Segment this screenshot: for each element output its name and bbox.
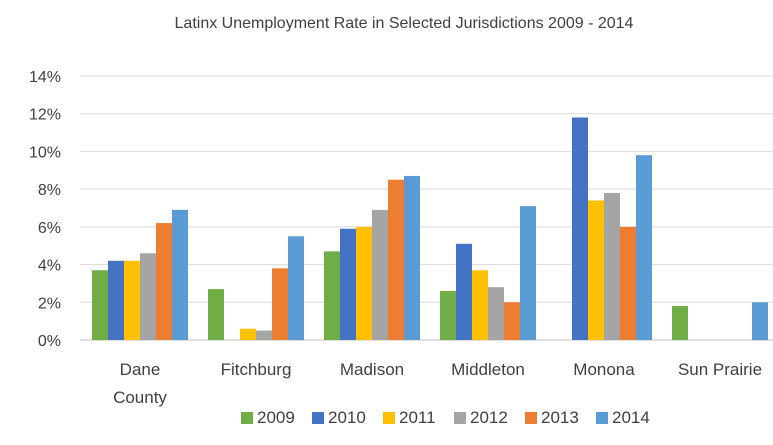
legend: 2009 2010 2011 2012 2013 2014 <box>241 408 650 427</box>
x-tick-label: County <box>113 388 167 407</box>
bar-2011-1 <box>240 328 256 340</box>
y-tick-label: 6% <box>38 220 61 237</box>
bar-2014-5 <box>752 302 768 340</box>
legend-label-2011: 2011 <box>399 408 436 427</box>
bars <box>92 117 768 340</box>
legend-label-2009: 2009 <box>257 408 295 427</box>
x-tick-label: Sun Prairie <box>678 360 762 379</box>
bar-2012-2 <box>372 209 388 340</box>
legend-label-2012: 2012 <box>470 408 508 427</box>
y-tick-label: 4% <box>38 258 61 275</box>
y-tick-label: 0% <box>38 333 61 350</box>
bar-2014-1 <box>288 236 304 340</box>
bar-2011-4 <box>588 200 604 340</box>
legend-label-2010: 2010 <box>328 408 366 427</box>
y-tick-label: 2% <box>38 295 61 312</box>
bar-2010-3 <box>456 243 472 340</box>
x-tick-label: Fitchburg <box>221 360 292 379</box>
x-tick-label: Monona <box>573 360 635 379</box>
legend-swatch-2010 <box>312 412 324 424</box>
legend-label-2013: 2013 <box>541 408 579 427</box>
y-axis-tick-labels: 0% 2% 4% 6% 8% 10% 12% 14% <box>29 69 61 350</box>
bar-2014-3 <box>520 206 536 340</box>
bar-2009-3 <box>440 290 456 340</box>
legend-swatch-2011 <box>383 412 395 424</box>
bar-2014-4 <box>636 155 652 340</box>
x-tick-label: Madison <box>340 360 404 379</box>
gridlines <box>80 75 773 341</box>
bar-2009-5 <box>672 306 688 340</box>
bar-2011-3 <box>472 270 488 340</box>
bar-2009-2 <box>324 251 340 340</box>
bar-2009-0 <box>92 270 108 340</box>
y-tick-label: 14% <box>29 69 61 86</box>
bar-2012-1 <box>256 330 272 340</box>
bar-2009-1 <box>208 289 224 340</box>
y-tick-label: 8% <box>38 182 61 199</box>
bar-2011-2 <box>356 226 372 340</box>
y-tick-label: 10% <box>29 144 61 161</box>
legend-label-2014: 2014 <box>612 408 650 427</box>
bar-2014-2 <box>404 175 420 340</box>
bar-2010-4 <box>572 117 588 340</box>
bar-2010-0 <box>108 260 124 340</box>
bar-2013-3 <box>504 302 520 340</box>
x-axis-tick-labels: Dane County Fitchburg Madison Middleton Monon… <box>113 360 762 407</box>
chart-title: Latinx Unemployment Rate in Selected Jur… <box>175 15 634 32</box>
legend-swatch-2009 <box>241 412 253 424</box>
bar-2013-2 <box>388 179 404 340</box>
legend-swatch-2013 <box>525 412 537 424</box>
bar-2013-0 <box>156 223 172 340</box>
bar-2013-1 <box>272 268 288 340</box>
y-tick-label: 12% <box>29 107 61 124</box>
bar-2010-2 <box>340 228 356 340</box>
bar-2012-0 <box>140 253 156 340</box>
bar-2011-0 <box>124 260 140 340</box>
x-tick-label: Dane <box>120 360 161 379</box>
bar-2013-4 <box>620 226 636 340</box>
legend-swatch-2012 <box>454 412 466 424</box>
bar-2014-0 <box>172 209 188 340</box>
bar-2012-3 <box>488 287 504 340</box>
x-tick-label: Middleton <box>451 360 525 379</box>
legend-swatch-2014 <box>596 412 608 424</box>
bar-2012-4 <box>604 192 620 340</box>
